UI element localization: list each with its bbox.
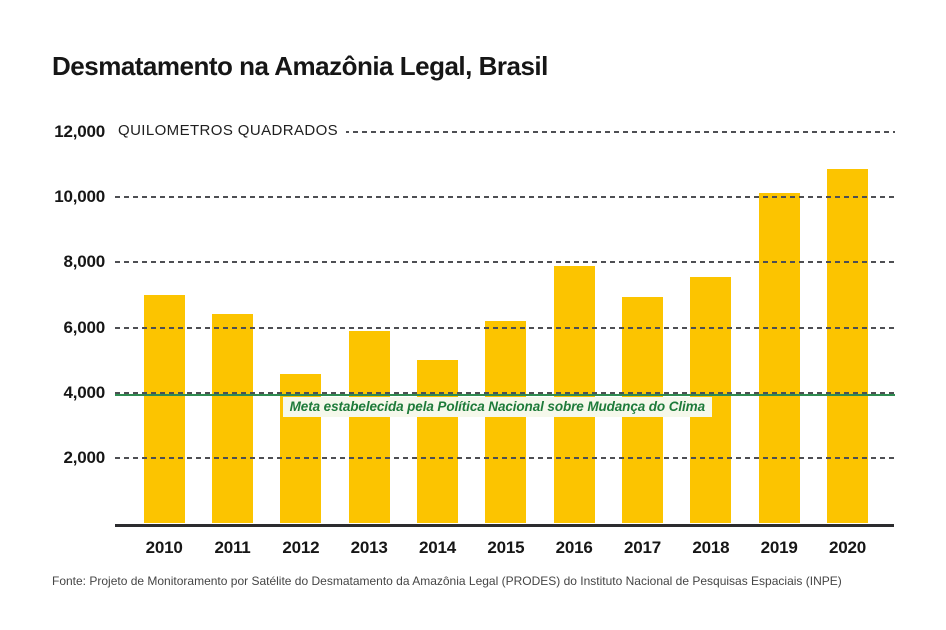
x-axis-label-2016: 2016 — [555, 538, 593, 557]
target-line-label: Meta estabelecida pela Política Nacional… — [282, 397, 712, 418]
gridline-8000 — [115, 261, 895, 264]
bar-2019 — [758, 192, 800, 524]
gridline-12000 — [335, 130, 895, 133]
y-tick-label-2000: 2,000 — [63, 448, 105, 468]
x-axis-label-2019: 2019 — [760, 538, 798, 557]
chart-title: Desmatamento na Amazônia Legal, Brasil — [52, 51, 548, 81]
x-axis-label-2015: 2015 — [487, 538, 525, 557]
y-tick-label-10000: 10,000 — [54, 186, 105, 206]
y-tick-label-6000: 6,000 — [63, 317, 105, 337]
x-axis-label-2014: 2014 — [419, 538, 457, 557]
x-axis-label-2017: 2017 — [623, 538, 662, 557]
x-axis-label-2020: 2020 — [828, 538, 867, 557]
gridline-2000 — [115, 457, 895, 460]
bar-2020 — [827, 169, 868, 524]
bar-2015 — [485, 320, 527, 524]
source-note: Fonte: Projeto de Monitoramento por Saté… — [52, 574, 842, 588]
gridline-10000 — [115, 195, 895, 198]
target-line — [115, 394, 895, 397]
x-axis-label-2013: 2013 — [350, 538, 388, 557]
y-tick-label-12000: 12,000 — [54, 121, 105, 141]
x-axis-label-2012: 2012 — [282, 538, 320, 557]
x-axis-label-2010: 2010 — [145, 538, 183, 557]
gridline-6000 — [115, 326, 895, 329]
bar-2013 — [348, 331, 390, 524]
x-axis-line — [115, 523, 894, 527]
gridline-4000 — [115, 391, 895, 394]
bar-2014 — [417, 359, 459, 524]
bar-2010 — [143, 294, 185, 524]
x-axis-label-2018: 2018 — [692, 538, 730, 557]
y-tick-label-8000: 8,000 — [63, 252, 105, 272]
bar-2011 — [212, 313, 254, 524]
plot-area: 2010 2011 2012 2013 2014 2015 2016 2017 2018 2019… — [115, 0, 895, 630]
y-tick-label-4000: 4,000 — [63, 382, 105, 402]
x-axis-label-2011: 2011 — [214, 538, 251, 557]
y-axis-unit-label: QUILOMETROS QUADRADOS — [118, 122, 347, 139]
